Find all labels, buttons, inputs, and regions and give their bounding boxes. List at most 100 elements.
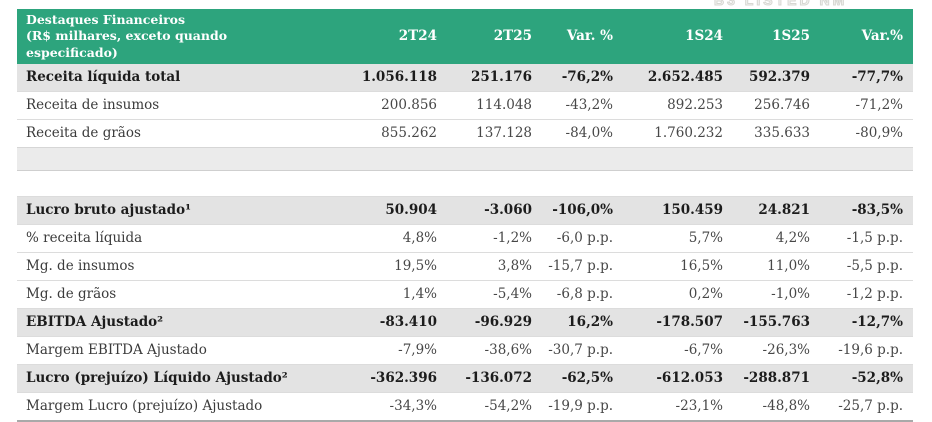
cell-value: -19,9 p.p. bbox=[542, 391, 623, 422]
table-row-lucro-liquido-ajustado: Lucro (prejuízo) Líquido Ajustado² -362.… bbox=[17, 363, 913, 393]
cell-value: -26,3% bbox=[733, 335, 820, 365]
cell-value: 16,5% bbox=[623, 251, 733, 281]
cell-value: -155.763 bbox=[733, 307, 820, 337]
cell-value: -1,5 p.p. bbox=[820, 223, 913, 253]
cell-value: -71,2% bbox=[820, 90, 913, 120]
row-label: Margem EBITDA Ajustado bbox=[17, 335, 317, 365]
table-row-mg-de-graos: Mg. de grãos 1,4% -5,4% -6,8 p.p. 0,2% -… bbox=[17, 279, 913, 309]
table-row-margem-lucro-ajustado: Margem Lucro (prejuízo) Ajustado -34,3% … bbox=[17, 391, 913, 422]
cell-value: 0,2% bbox=[623, 279, 733, 309]
cell-value: -6,0 p.p. bbox=[542, 223, 623, 253]
cell-value: -6,7% bbox=[623, 335, 733, 365]
row-label: Lucro bruto ajustado¹ bbox=[17, 195, 317, 225]
cell-value: -34,3% bbox=[317, 391, 447, 422]
column-header-1s24: 1S24 bbox=[623, 9, 733, 64]
row-label: Receita de grãos bbox=[17, 118, 317, 148]
cell-value: -80,9% bbox=[820, 118, 913, 148]
row-label: Receita líquida total bbox=[17, 63, 317, 92]
row-label: Receita de insumos bbox=[17, 90, 317, 120]
cell-value: -106,0% bbox=[542, 195, 623, 225]
section-gap bbox=[17, 170, 913, 197]
column-header-2t24: 2T24 bbox=[317, 9, 447, 64]
cell-value: -15,7 p.p. bbox=[542, 251, 623, 281]
row-label: EBITDA Ajustado² bbox=[17, 307, 317, 337]
cell-value: -5,4% bbox=[447, 279, 542, 309]
header-row: Destaques Financeiros (R$ milhares, exce… bbox=[17, 9, 913, 64]
cell-value: 50.904 bbox=[317, 195, 447, 225]
table-row-ebitda-ajustado: EBITDA Ajustado² -83.410 -96.929 16,2% -… bbox=[17, 307, 913, 337]
cell-value: -23,1% bbox=[623, 391, 733, 422]
cell-value: -96.929 bbox=[447, 307, 542, 337]
section-gap-cell bbox=[17, 170, 913, 197]
table-row-margem-ebitda-ajustado: Margem EBITDA Ajustado -7,9% -38,6% -30,… bbox=[17, 335, 913, 365]
cell-value: -43,2% bbox=[542, 90, 623, 120]
table-title-line2: (R$ milhares, exceto quando especificado… bbox=[26, 28, 228, 60]
cell-value: -136.072 bbox=[447, 363, 542, 393]
cell-value: -612.053 bbox=[623, 363, 733, 393]
cell-value: -1,0% bbox=[733, 279, 820, 309]
cell-value: 2.652.485 bbox=[623, 63, 733, 92]
cell-value: -30,7 p.p. bbox=[542, 335, 623, 365]
cell-value: -76,2% bbox=[542, 63, 623, 92]
cell-value: 1.760.232 bbox=[623, 118, 733, 148]
table-row-receita-de-insumos: Receita de insumos 200.856 114.048 -43,2… bbox=[17, 90, 913, 120]
column-header-var-s: Var.% bbox=[820, 9, 913, 64]
cell-value: -38,6% bbox=[447, 335, 542, 365]
b3-listed-nm-watermark: B3 LISTED NM bbox=[713, 0, 848, 9]
cell-value: -12,7% bbox=[820, 307, 913, 337]
column-header-var-q: Var. % bbox=[542, 9, 623, 64]
cell-value: -83,5% bbox=[820, 195, 913, 225]
cell-value: 16,2% bbox=[542, 307, 623, 337]
row-label: Mg. de grãos bbox=[17, 279, 317, 309]
cell-value: -288.871 bbox=[733, 363, 820, 393]
cell-value: -48,8% bbox=[733, 391, 820, 422]
cell-value: -19,6 p.p. bbox=[820, 335, 913, 365]
cell-value: 892.253 bbox=[623, 90, 733, 120]
cell-value: 335.633 bbox=[733, 118, 820, 148]
cell-value: 24.821 bbox=[733, 195, 820, 225]
cell-value: 855.262 bbox=[317, 118, 447, 148]
row-label: Margem Lucro (prejuízo) Ajustado bbox=[17, 391, 317, 422]
cell-value: -3.060 bbox=[447, 195, 542, 225]
cell-value: -83.410 bbox=[317, 307, 447, 337]
cell-value: -7,9% bbox=[317, 335, 447, 365]
cell-value: 150.459 bbox=[623, 195, 733, 225]
cell-value: -362.396 bbox=[317, 363, 447, 393]
table-title-line1: Destaques Financeiros bbox=[26, 12, 186, 27]
cell-value: 1,4% bbox=[317, 279, 447, 309]
cell-value: 592.379 bbox=[733, 63, 820, 92]
cell-value: 1.056.118 bbox=[317, 63, 447, 92]
row-label: Mg. de insumos bbox=[17, 251, 317, 281]
row-label: Lucro (prejuízo) Líquido Ajustado² bbox=[17, 363, 317, 393]
cell-value: 256.746 bbox=[733, 90, 820, 120]
cell-value: -77,7% bbox=[820, 63, 913, 92]
cell-value: -62,5% bbox=[542, 363, 623, 393]
table-row-receita-liquida-total: Receita líquida total 1.056.118 251.176 … bbox=[17, 63, 913, 92]
cell-value: -84,0% bbox=[542, 118, 623, 148]
cell-value: -52,8% bbox=[820, 363, 913, 393]
column-header-2t25: 2T25 bbox=[447, 9, 542, 64]
table-title: Destaques Financeiros (R$ milhares, exce… bbox=[17, 9, 317, 64]
cell-value: 137.128 bbox=[447, 118, 542, 148]
cell-value: -5,5 p.p. bbox=[820, 251, 913, 281]
cell-value: 251.176 bbox=[447, 63, 542, 92]
cell-value: -6,8 p.p. bbox=[542, 279, 623, 309]
cell-value: -54,2% bbox=[447, 391, 542, 422]
cell-value: 4,8% bbox=[317, 223, 447, 253]
cell-value: 200.856 bbox=[317, 90, 447, 120]
cell-value: 114.048 bbox=[447, 90, 542, 120]
cell-value: 11,0% bbox=[733, 251, 820, 281]
cell-value: -1,2 p.p. bbox=[820, 279, 913, 309]
cell-value: 5,7% bbox=[623, 223, 733, 253]
cell-value: 19,5% bbox=[317, 251, 447, 281]
table-body: Receita líquida total 1.056.118 251.176 … bbox=[17, 63, 913, 422]
cell-value: -178.507 bbox=[623, 307, 733, 337]
table-row-mg-de-insumos: Mg. de insumos 19,5% 3,8% -15,7 p.p. 16,… bbox=[17, 251, 913, 281]
spacer-band-cell bbox=[17, 146, 913, 171]
cell-value: 3,8% bbox=[447, 251, 542, 281]
table-header: Destaques Financeiros (R$ milhares, exce… bbox=[17, 9, 913, 64]
table-row-receita-de-graos: Receita de grãos 855.262 137.128 -84,0% … bbox=[17, 118, 913, 148]
column-header-1s25: 1S25 bbox=[733, 9, 820, 64]
spacer-band bbox=[17, 146, 913, 171]
table-row-pct-receita-liquida: % receita líquida 4,8% -1,2% -6,0 p.p. 5… bbox=[17, 223, 913, 253]
